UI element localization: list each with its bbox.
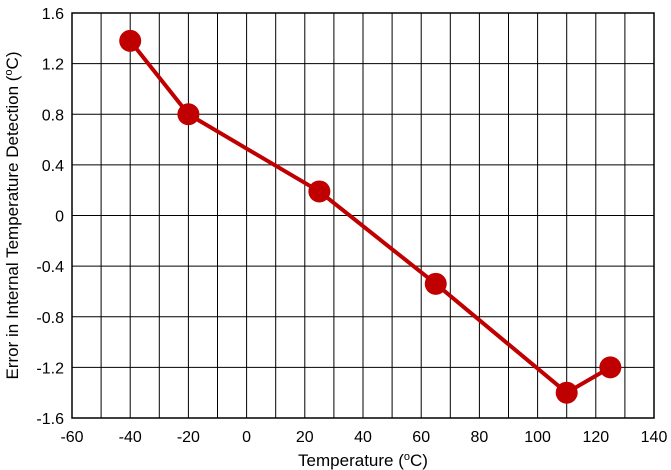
- data-point: [555, 381, 578, 404]
- series-line: [128, 39, 612, 395]
- data-point: [177, 103, 200, 126]
- y-tick-label: -0.8: [36, 310, 64, 327]
- plot-frame: [71, 12, 655, 419]
- x-tick-label: 60: [412, 429, 430, 446]
- y-tick-label: 0.4: [42, 158, 64, 175]
- data-point: [599, 356, 622, 379]
- y-tick-label: 0.8: [42, 107, 64, 124]
- x-tick-label: 40: [354, 429, 372, 446]
- y-tick-labels: 1.6 1.2 0.8 0.4 0 -0.4 -0.8 -1.2 -1.6: [36, 6, 64, 428]
- x-tick-label: -40: [119, 429, 142, 446]
- y-axis-title: Error in Internal Temperature Detection …: [3, 51, 22, 379]
- x-tick-label: -60: [60, 429, 83, 446]
- y-tick-label: -1.6: [36, 411, 64, 428]
- x-tick-label: 0: [242, 429, 251, 446]
- x-tick-label: -20: [177, 429, 200, 446]
- grid: [72, 13, 654, 418]
- y-tick-label: -0.4: [36, 259, 64, 276]
- data-point: [308, 180, 331, 203]
- x-tick-labels: -60 -40 -20 0 20 40 60 80 100 120 140: [60, 429, 667, 446]
- x-tick-label: 80: [471, 429, 489, 446]
- y-tick-label: 1.6: [42, 6, 64, 23]
- x-tick-label: 100: [524, 429, 551, 446]
- series: [119, 29, 622, 404]
- data-point: [424, 272, 447, 295]
- x-tick-label: 120: [582, 429, 609, 446]
- y-tick-label: 1.2: [42, 57, 64, 74]
- x-axis-title: Temperature (oC): [298, 451, 428, 470]
- data-point: [119, 29, 142, 52]
- x-tick-label: 20: [296, 429, 314, 446]
- y-tick-label: -1.2: [36, 360, 64, 377]
- x-tick-label: 140: [641, 429, 668, 446]
- y-tick-label: 0: [55, 209, 64, 226]
